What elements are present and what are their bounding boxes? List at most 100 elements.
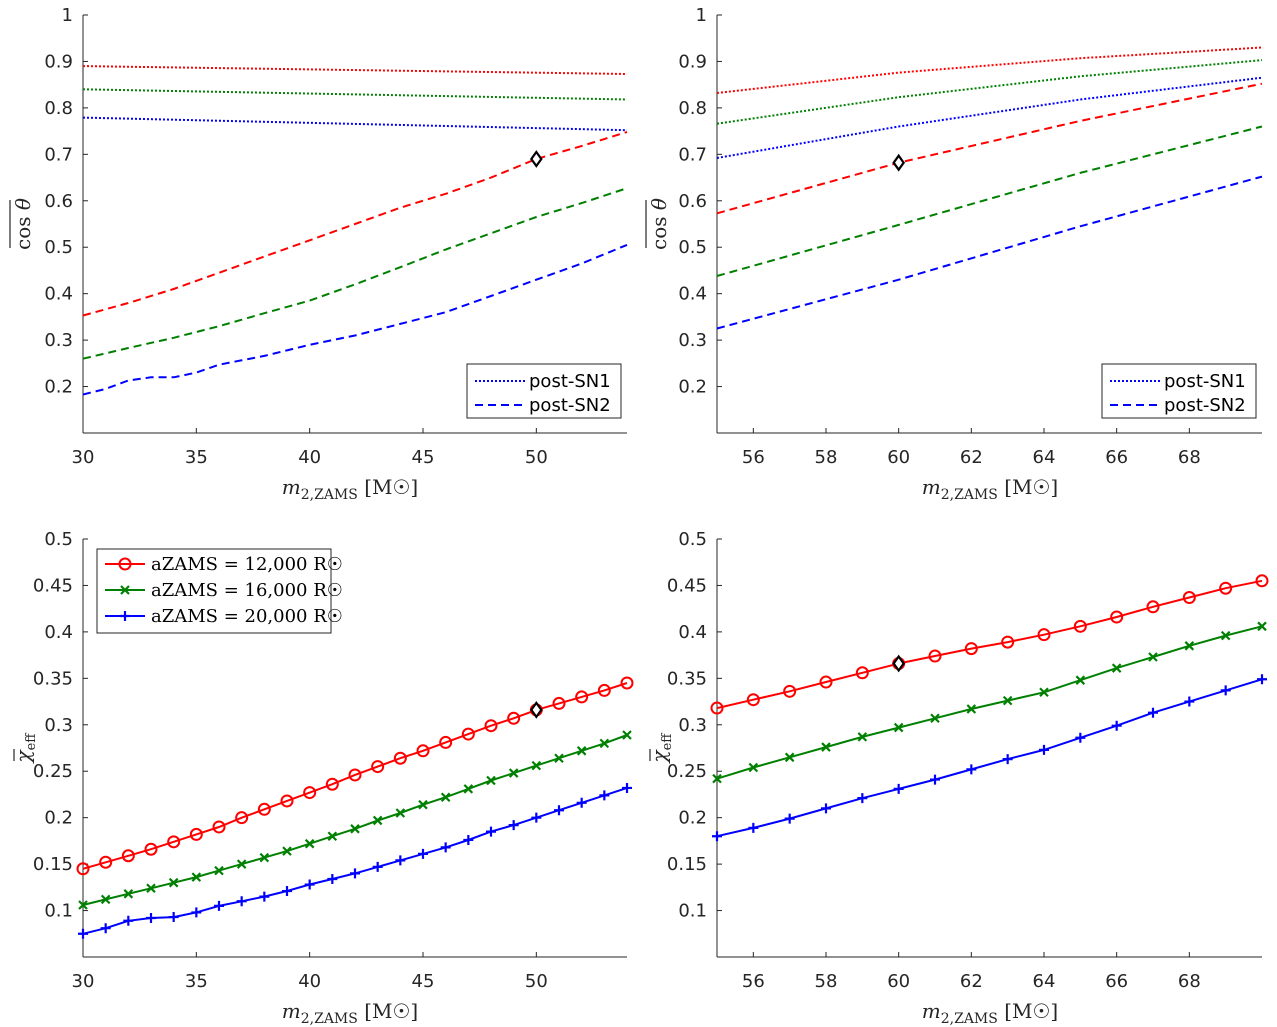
series-point	[531, 760, 542, 771]
chart-panel-3: 30 35 40 45 50 0.1 0.15 0.2 0.25 0.3 0.35 0.4 0.45 0.…	[11, 529, 634, 1027]
y-tick-label: 0.6	[44, 191, 73, 212]
x-tick-label: 45	[412, 971, 435, 992]
series-line-6	[716, 175, 1263, 330]
series-point	[575, 690, 589, 704]
x-tick-label: 66	[1105, 447, 1128, 468]
series-point	[123, 889, 134, 899]
series-point	[257, 802, 271, 816]
y-axis-label: χeff	[11, 732, 39, 765]
series-point	[393, 751, 407, 765]
series-line-5	[82, 187, 628, 360]
series-line-3	[716, 76, 1263, 159]
series-point	[395, 808, 406, 818]
y-tick-label: 0.3	[678, 330, 707, 351]
series-point	[348, 768, 362, 782]
series-point	[1002, 695, 1013, 706]
y-tick-label: 0.3	[678, 715, 707, 736]
y-axis-label: cos θ	[9, 198, 35, 250]
x-tick-label: 68	[1178, 447, 1201, 468]
series-point	[712, 773, 722, 784]
series-point	[966, 704, 977, 714]
series-point	[508, 768, 519, 778]
y-tick-label: 0.6	[678, 191, 707, 212]
legend-label: aZAMS = 12,000 R☉	[151, 554, 343, 575]
series-point	[372, 861, 383, 872]
series-point	[597, 683, 611, 697]
y-tick-label: 0.25	[667, 761, 707, 782]
series-point	[622, 730, 632, 740]
series-point	[855, 666, 869, 680]
y-tick-label: 0.45	[33, 575, 73, 596]
series-point	[748, 822, 759, 833]
y-tick-label: 0.45	[667, 575, 707, 596]
series-line-2	[716, 625, 1263, 780]
legend-label: aZAMS = 20,000 R☉	[151, 606, 343, 627]
y-tick-label: 0.5	[678, 237, 707, 258]
series-point	[531, 812, 542, 823]
series-point	[966, 764, 977, 775]
series-point	[418, 848, 428, 859]
series-point	[259, 852, 270, 863]
x-tick-label: 60	[887, 971, 910, 992]
series-point	[821, 803, 831, 814]
series-point	[214, 865, 224, 876]
legend-label: post-SN1	[1164, 371, 1246, 392]
y-axis-label-text: cos θ	[647, 198, 671, 250]
chart-panel-4: 56 58 60 62 64 66 68 0.1 0.15 0.2 0.25 0.3 0.35 0.4 0.…	[647, 529, 1269, 1027]
y-tick-label: 0.5	[678, 529, 707, 550]
series-point	[1219, 581, 1233, 595]
series-point	[710, 701, 724, 715]
series-point	[599, 738, 610, 749]
series-point	[99, 855, 113, 869]
series-point	[78, 900, 88, 910]
series-point	[1002, 754, 1013, 765]
y-tick-label: 0.3	[44, 330, 73, 351]
x-tick-label: 50	[525, 971, 548, 992]
highlight-diamond	[529, 701, 543, 719]
y-tick-label: 0.5	[44, 237, 73, 258]
x-tick-label: 50	[525, 447, 548, 468]
y-tick-label: 0.35	[667, 668, 707, 689]
x-tick-label: 40	[298, 971, 321, 992]
series-point	[76, 862, 90, 876]
series-point	[100, 923, 111, 934]
series-point	[576, 797, 587, 808]
series-point	[1146, 600, 1160, 614]
x-tick-label: 40	[298, 447, 321, 468]
series-point	[463, 834, 474, 845]
y-tick-label: 0.9	[678, 51, 707, 72]
series-line-3	[716, 678, 1263, 838]
series-point	[78, 928, 88, 939]
x-axis-label: m2,ZAMS [M☉]	[282, 999, 418, 1027]
series-point	[461, 727, 475, 741]
series-point	[1110, 610, 1124, 624]
series-point	[748, 762, 759, 773]
series-point	[212, 820, 226, 834]
series-point	[259, 891, 270, 902]
series-point	[1039, 687, 1049, 698]
series-line-1	[82, 65, 628, 75]
y-tick-label: 0.4	[44, 284, 73, 305]
series-point	[395, 855, 406, 866]
x-tick-label: 66	[1105, 971, 1128, 992]
series-line-4	[82, 131, 628, 317]
x-tick-label: 68	[1178, 971, 1201, 992]
x-axis-label: m2,ZAMS [M☉]	[922, 999, 1058, 1027]
legend-label: post-SN1	[529, 371, 611, 392]
series-point	[712, 831, 722, 842]
legend-label: post-SN2	[529, 395, 611, 416]
series-point	[1073, 619, 1087, 633]
series-point	[1184, 641, 1195, 651]
series-point	[1220, 630, 1231, 641]
series-point	[236, 859, 247, 869]
series-point	[930, 713, 940, 724]
series-point	[372, 815, 383, 826]
series-point	[821, 742, 831, 752]
chart-panel-1: 30 35 40 45 50 0.2 0.3 0.4 0.5 0.6 0.7 0.8 0.9 1 m2,ZA…	[9, 5, 628, 503]
series-point	[123, 915, 134, 926]
series-point	[1001, 635, 1015, 649]
x-tick-label: 56	[742, 447, 765, 468]
series-point	[303, 786, 317, 800]
series-point	[552, 696, 566, 710]
